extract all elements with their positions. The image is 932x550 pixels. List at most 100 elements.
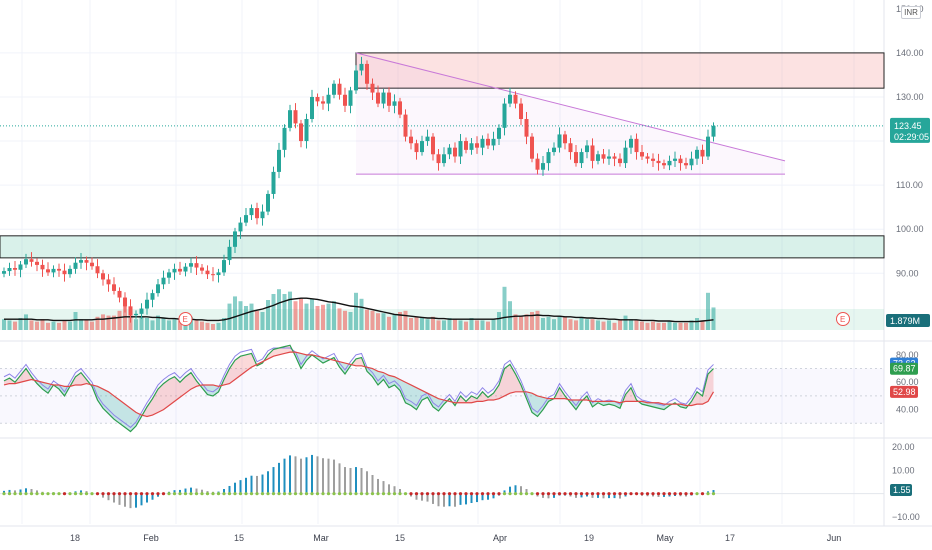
volume-bar [84, 320, 89, 330]
volume-bar [453, 319, 457, 330]
volume-bar [381, 313, 386, 330]
rsi-fill [400, 379, 406, 403]
macd-dot [288, 492, 292, 496]
rsi-fill [180, 376, 186, 398]
macd-dot [541, 492, 545, 496]
rsi-fill [367, 367, 373, 377]
candle-body [79, 260, 83, 263]
macd-dot [662, 492, 666, 496]
candle-body [596, 154, 600, 161]
rsi-fill [81, 372, 87, 385]
macd-tick: −10.00 [892, 512, 920, 522]
candle-body [167, 272, 171, 278]
rsi-fill [356, 357, 362, 366]
macd-dot [62, 492, 67, 496]
candle-body [387, 92, 391, 106]
candle-body [568, 143, 573, 153]
candle-body [546, 152, 551, 164]
volume-bar [315, 306, 320, 330]
macd-dot [24, 492, 28, 496]
rsi-fill [493, 384, 499, 401]
candle-body [315, 96, 320, 102]
macd-dot [398, 492, 402, 496]
candle-body [29, 259, 34, 262]
price-tick: 90.00 [896, 268, 919, 278]
candle-body [403, 114, 408, 137]
macd-dot [684, 492, 688, 496]
volume-bar [200, 321, 204, 330]
volume-bar [530, 312, 534, 330]
candle-body [645, 156, 650, 159]
volume-bar [73, 312, 78, 330]
volume-bar [288, 291, 292, 330]
macd-dot [623, 492, 628, 496]
volume-bar [376, 313, 380, 330]
macd-dot [568, 492, 573, 496]
volume-bar [425, 319, 430, 330]
macd-dot [79, 492, 83, 496]
candle-body [271, 171, 276, 194]
rsi-pane[interactable] [0, 344, 884, 433]
macd-dot [453, 492, 457, 496]
time-label: May [656, 533, 674, 543]
macd-dot [227, 492, 232, 496]
candle-body [557, 134, 562, 148]
macd-dot [469, 492, 474, 496]
volume-bar [497, 312, 501, 330]
candle-body [519, 103, 523, 120]
candle-body [106, 279, 111, 285]
volume-bar [304, 303, 309, 330]
candle-body [700, 149, 705, 157]
candle-body [585, 145, 589, 153]
volume-bar [590, 319, 595, 330]
volume-bar [403, 310, 408, 330]
macd-dot [387, 492, 391, 496]
volume-bar [337, 308, 342, 330]
price-tick: 140.00 [896, 48, 924, 58]
macd-dot [277, 492, 281, 496]
macd-dot [326, 492, 331, 496]
macd-dot [35, 492, 39, 496]
volume-bar [519, 315, 523, 330]
candle-body [326, 94, 331, 104]
candle-body [623, 147, 628, 164]
rsi-fill [240, 354, 246, 376]
currency-badge[interactable]: INR [901, 6, 921, 19]
volume-bar [95, 316, 100, 330]
candle-body [277, 149, 281, 172]
candle-body [359, 63, 364, 71]
macd-dot [178, 492, 182, 496]
macd-dot [150, 492, 155, 496]
candle-body [249, 208, 254, 216]
time-label: 15 [234, 533, 244, 543]
candle-body [508, 94, 512, 104]
rsi-fill [482, 391, 488, 402]
macd-dot [579, 492, 584, 496]
macd-dot [508, 492, 512, 496]
volume-bar [651, 321, 655, 330]
macd-dot [249, 492, 254, 496]
rsi-fill [389, 375, 395, 388]
macd-pane[interactable] [0, 454, 884, 509]
volume-bar [458, 320, 463, 330]
volume-bar [161, 318, 166, 330]
macd-dot [260, 492, 265, 496]
time-axis[interactable]: 18 Feb 15 Mar 15 Apr 19 May 17 Jun [70, 533, 841, 543]
macd-dot [106, 492, 111, 496]
candle-body [706, 136, 710, 157]
rsi-fill [273, 348, 279, 357]
countdown-value: 02:29:05 [894, 132, 929, 142]
macd-dot [689, 492, 694, 496]
volume-bar [150, 320, 155, 330]
price-tick: 110.00 [896, 180, 923, 190]
volume-bar [282, 294, 287, 330]
price-candles[interactable] [2, 56, 716, 323]
volume-bar [348, 312, 353, 330]
price-axis[interactable]: 150.00140.00130.00110.00100.0090.0080.00… [178, 4, 930, 522]
volume-bar [546, 316, 551, 330]
macd-dot [134, 492, 138, 496]
candle-body [216, 272, 221, 276]
macd-dot [618, 492, 622, 496]
volume-bar [172, 319, 177, 330]
